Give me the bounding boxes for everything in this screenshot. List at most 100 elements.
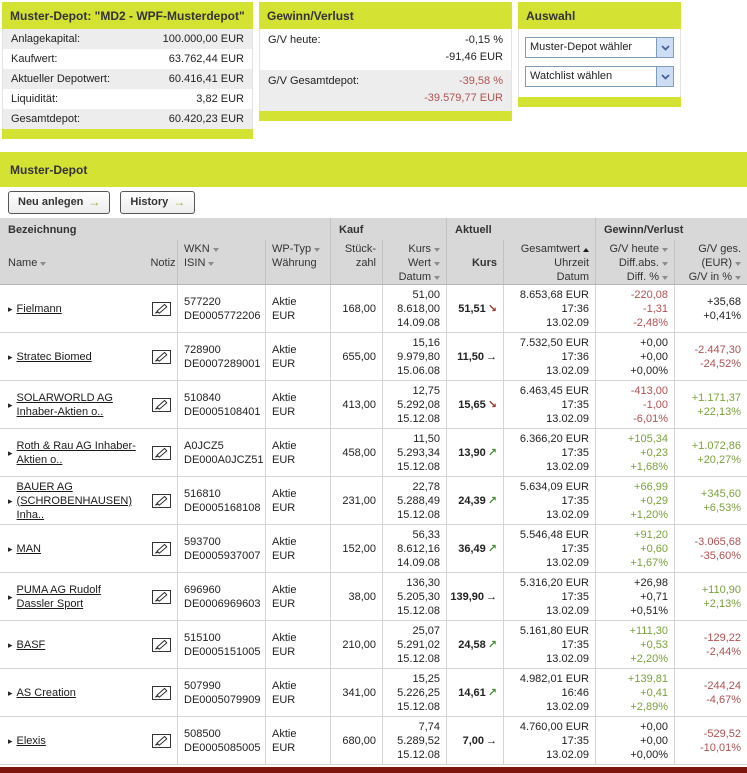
- sort-kauf-kurs[interactable]: Kurs: [389, 242, 440, 256]
- note-icon[interactable]: [151, 301, 171, 316]
- stock-name-link[interactable]: MAN: [16, 542, 41, 555]
- sort-diff-abs[interactable]: Diff.abs.: [602, 256, 668, 270]
- note-icon[interactable]: [151, 685, 171, 700]
- isin-value: DE0005772206: [184, 309, 261, 322]
- expand-arrow-icon[interactable]: [8, 494, 17, 508]
- gesamtwert-cell: 8.653,68 EUR 17:36 13.02.09: [503, 285, 595, 332]
- expand-arrow-icon[interactable]: [8, 590, 17, 604]
- sort-name[interactable]: Name: [8, 256, 47, 270]
- note-icon[interactable]: [151, 541, 171, 556]
- summary-value: 3,82 EUR: [196, 93, 244, 105]
- sort-kauf-wert[interactable]: Wert: [389, 256, 440, 270]
- expand-arrow-icon[interactable]: [8, 734, 17, 748]
- table-header: Bezeichnung Kauf Aktuell Gewinn/Verlust …: [0, 218, 747, 285]
- stock-name-link[interactable]: Elexis: [16, 734, 46, 747]
- stock-name-link[interactable]: BASF: [16, 638, 46, 651]
- notiz-cell: [145, 477, 177, 524]
- sort-kauf-datum[interactable]: Datum: [389, 270, 440, 284]
- wptyp-value: Aktie: [272, 631, 297, 644]
- kauf-cell: 56,33 8.612,16 14.09.08: [382, 525, 446, 572]
- wkn-isin-cell: 728900 DE0007289001: [177, 333, 265, 380]
- note-icon[interactable]: [151, 493, 171, 508]
- selection-title: Auswahl: [518, 2, 681, 29]
- uhrzeit-value: 17:35: [561, 446, 589, 459]
- gesamtwert-value: 5.316,20 EUR: [519, 576, 589, 589]
- sort-wptyp[interactable]: WP-Typ: [272, 242, 324, 256]
- gain-loss-title: Gewinn/Verlust: [259, 2, 512, 29]
- column-header-gv-heute: G/V heute Diff.abs. Diff. %: [595, 240, 674, 284]
- sort-gv-in-pct[interactable]: G/V in %: [681, 270, 741, 284]
- new-depot-button[interactable]: Neu anlegen: [8, 191, 111, 214]
- expand-arrow-icon[interactable]: [8, 686, 17, 700]
- kurs-value: 15,65: [458, 398, 486, 411]
- wptyp-value: Aktie: [272, 727, 297, 740]
- wptyp-cell: Aktie EUR: [265, 333, 330, 380]
- stock-name-link[interactable]: AS Creation: [16, 686, 76, 699]
- wkn-isin-cell: A0JCZ5 DE000A0JCZ51: [177, 429, 265, 476]
- chevron-down-icon[interactable]: [656, 67, 673, 86]
- expand-arrow-icon[interactable]: [8, 542, 17, 556]
- stock-name-link[interactable]: Fielmann: [16, 302, 62, 315]
- expand-arrow-icon[interactable]: [8, 638, 17, 652]
- sort-down-icon: [212, 248, 219, 252]
- sort-down-icon: [434, 276, 440, 280]
- sort-isin[interactable]: ISIN: [184, 256, 259, 270]
- kauf-datum-value: 15.12.08: [397, 412, 440, 425]
- gv-ges-cell: +345,60 +6,53%: [674, 477, 747, 524]
- gesamtwert-cell: 6.366,20 EUR 17:35 13.02.09: [503, 429, 595, 476]
- name-cell: AS Creation: [0, 669, 145, 716]
- sort-diff-pct[interactable]: Diff. %: [602, 270, 668, 284]
- stock-name-link[interactable]: Stratec Biomed: [16, 350, 92, 363]
- stock-name-link[interactable]: SOLARWORLD AG Inhaber-Aktien o..: [16, 391, 113, 418]
- sort-down-icon: [662, 262, 668, 266]
- column-header-wkn-isin: WKN ISIN: [177, 240, 265, 284]
- gv-heute-cell: +91,20 +0,60 +1,67%: [595, 525, 674, 572]
- wkn-isin-cell: 510840 DE0005108401: [177, 381, 265, 428]
- uhrzeit-value: 17:35: [561, 638, 589, 651]
- note-icon[interactable]: [151, 445, 171, 460]
- uhrzeit-value: 17:35: [561, 494, 589, 507]
- stock-name-link[interactable]: PUMA AG Rudolf Dassler Sport: [16, 583, 101, 610]
- stueckzahl-cell: 680,00: [330, 717, 382, 764]
- sort-gv-eur[interactable]: (EUR): [681, 256, 741, 270]
- datum-value: 13.02.09: [546, 412, 589, 425]
- chevron-down-icon[interactable]: [656, 38, 673, 57]
- note-icon[interactable]: [151, 733, 171, 748]
- expand-arrow-icon[interactable]: [8, 350, 17, 364]
- sort-wkn[interactable]: WKN: [184, 242, 259, 256]
- note-icon[interactable]: [151, 637, 171, 652]
- gesamtwert-value: 5.161,80 EUR: [519, 624, 589, 637]
- depot-select[interactable]: Muster-Depot wähler: [525, 37, 674, 58]
- trend-flat-icon: [486, 590, 497, 604]
- gesamtwert-cell: 6.463,45 EUR 17:35 13.02.09: [503, 381, 595, 428]
- column-header-wptyp: WP-Typ Währung: [265, 240, 330, 284]
- note-icon[interactable]: [151, 349, 171, 364]
- kauf-datum-value: 15.12.08: [397, 652, 440, 665]
- note-icon[interactable]: [151, 397, 171, 412]
- waehrung-value: EUR: [272, 453, 296, 466]
- top-panels: Muster-Depot: "MD2 - WPF-Musterdepot" An…: [0, 0, 747, 139]
- gain-loss-row: G/V heute: -0,15 % -91,46 EUR: [260, 29, 511, 70]
- kauf-cell: 11,50 5.293,34 15.12.08: [382, 429, 446, 476]
- stock-name-link[interactable]: Roth & Rau AG Inhaber-Aktien o..: [16, 439, 136, 466]
- stueckzahl-cell: 413,00: [330, 381, 382, 428]
- watchlist-select[interactable]: Watchlist wählen: [525, 66, 674, 87]
- gv-ges-cell: -129,22 -2,44%: [674, 621, 747, 668]
- wptyp-value: Aktie: [272, 535, 297, 548]
- gesamtwert-cell: 4.760,00 EUR 17:35 13.02.09: [503, 717, 595, 764]
- sort-gesamtwert-active[interactable]: Gesamtwert: [510, 242, 589, 256]
- note-icon[interactable]: [151, 589, 171, 604]
- summary-label: Anlagekapital:: [11, 33, 81, 45]
- table-row: AS Creation 507990 DE0005079909 Aktie EU…: [0, 669, 747, 717]
- datum-value: 13.02.09: [546, 652, 589, 665]
- expand-arrow-icon[interactable]: [8, 398, 17, 412]
- history-button[interactable]: History: [120, 191, 196, 214]
- sort-gv-heute[interactable]: G/V heute: [602, 242, 668, 256]
- expand-arrow-icon[interactable]: [8, 446, 17, 460]
- gain-loss-pct: -0,15 %: [465, 34, 503, 46]
- column-header-gesamtwert: Gesamtwert Uhrzeit Datum: [503, 240, 595, 284]
- gesamtwert-value: 6.366,20 EUR: [519, 432, 589, 445]
- stock-name-link[interactable]: BAUER AG (SCHROBENHAUSEN) Inha..: [16, 480, 133, 521]
- expand-arrow-icon[interactable]: [8, 302, 17, 316]
- wkn-value: 510840: [184, 391, 221, 404]
